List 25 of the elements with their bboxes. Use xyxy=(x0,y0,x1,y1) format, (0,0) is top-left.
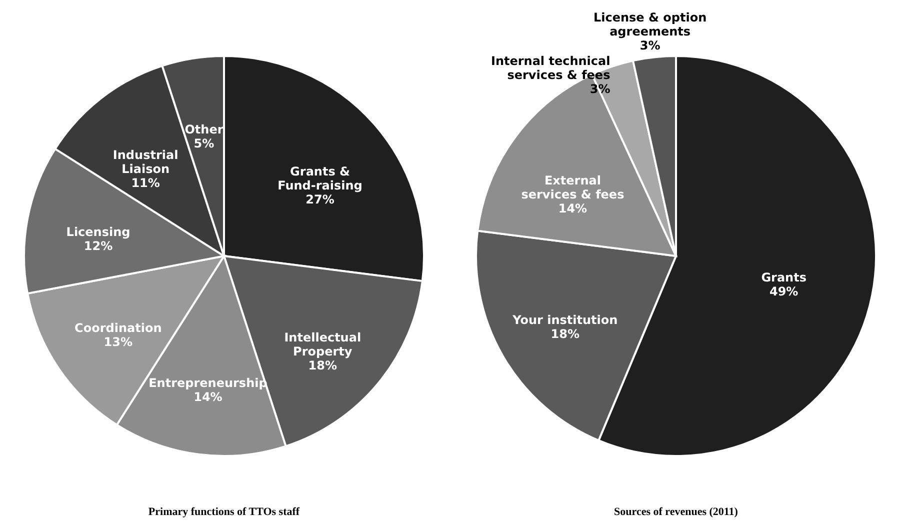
data-label: 5% xyxy=(194,136,214,151)
data-label: 27% xyxy=(306,192,334,206)
data-label: 12% xyxy=(84,239,113,254)
data-label: 13% xyxy=(104,334,132,349)
slice-label: Your institution xyxy=(512,313,618,327)
data-label: 3% xyxy=(590,82,610,96)
text: Sources of revenues (2011) xyxy=(614,506,738,518)
text: Primary functions of TTOs staff xyxy=(148,506,300,518)
data-label: 14% xyxy=(194,390,222,404)
data-label: 18% xyxy=(308,358,337,373)
slice-label: Licensing xyxy=(66,225,130,240)
data-label: 18% xyxy=(550,327,580,341)
slice-label: Grants & Fund-raising xyxy=(278,164,362,192)
slice-label: External services & fees xyxy=(521,173,624,202)
data-label: 3% xyxy=(640,38,660,52)
data-label: 14% xyxy=(558,201,588,216)
slice-label: Grants xyxy=(761,270,806,285)
slice-label: License & option agreements xyxy=(593,10,707,38)
slice-label: Other xyxy=(184,122,224,137)
data-label: 49% xyxy=(769,284,798,299)
slice-label: Intellectual Property xyxy=(284,330,362,359)
slice-label: Internal technical services & fees xyxy=(490,54,610,82)
slice-label: Industrial Liaison xyxy=(112,148,178,176)
data-label: 11% xyxy=(131,176,160,190)
slice-label: Coordination xyxy=(74,320,162,335)
